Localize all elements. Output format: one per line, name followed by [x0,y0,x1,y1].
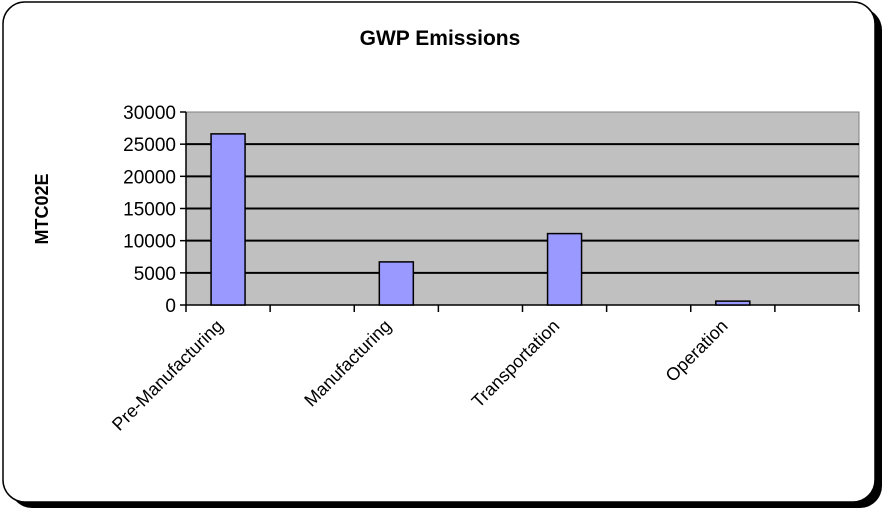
y-tick-label: 15000 [123,200,176,221]
bar [210,133,246,306]
y-tick-label: 5000 [134,264,176,285]
y-tick-label: 20000 [123,167,176,188]
y-tick-label: 30000 [123,103,176,124]
y-tick-label: 10000 [123,232,176,253]
y-tick-label: 0 [165,296,176,317]
y-axis-label: MTC02E [32,173,52,244]
bar [378,261,415,306]
chart-title: GWP Emissions [360,27,521,50]
y-tick-label: 25000 [123,135,176,156]
bar [715,300,751,306]
bar [546,232,583,306]
